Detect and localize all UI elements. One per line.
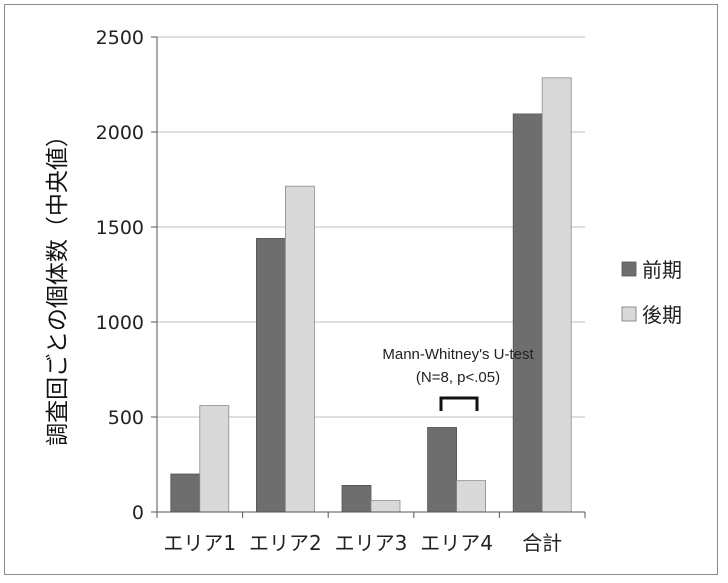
- chart-frame: [4, 4, 718, 575]
- legend-swatch-series-2: [621, 306, 637, 322]
- x-tick-label: エリア4: [420, 531, 493, 555]
- x-tick-label: エリア3: [335, 531, 408, 555]
- legend-swatch-series-1: [621, 261, 637, 277]
- x-tick-label: 合計: [522, 531, 562, 555]
- bar-2-2: [284, 185, 315, 513]
- bar-1-4: [427, 427, 458, 513]
- x-tick-label: エリア1: [163, 531, 236, 555]
- y-tick-label: 500: [108, 407, 144, 429]
- bar-1-3: [341, 484, 372, 513]
- legend: 前期 後期: [621, 258, 682, 327]
- bar-2-5: [541, 77, 572, 513]
- significance-annotation: Mann-Whitney's U-test (N=8, p<.05): [382, 346, 534, 411]
- y-tick-label: 2000: [96, 122, 144, 144]
- bar-2-3: [370, 500, 401, 513]
- y-axis-label: 調査回ごとの個体数（中央値）: [45, 124, 71, 446]
- y-axis: 0 500 1000 1500 2000 2500: [96, 27, 158, 524]
- annotation-stats: (N=8, p<.05): [416, 369, 500, 386]
- x-tick-label: エリア2: [249, 531, 322, 555]
- y-tick-label: 0: [132, 502, 144, 524]
- x-axis: エリア1 エリア2 エリア3 エリア4 合計: [156, 511, 586, 555]
- y-tick-label: 1500: [96, 217, 144, 239]
- bar-1-1: [170, 473, 201, 513]
- y-tick-label: 1000: [96, 312, 144, 334]
- bar-2-1: [199, 405, 230, 513]
- annotation-test-name: Mann-Whitney's U-test: [382, 346, 534, 363]
- legend-label-series-1: 前期: [642, 258, 682, 282]
- significance-bracket: [439, 396, 479, 411]
- legend-label-series-2: 後期: [642, 303, 682, 327]
- bar-2-4: [456, 480, 487, 513]
- bars: [170, 77, 572, 513]
- y-tick-label: 2500: [96, 27, 144, 49]
- bar-1-5: [512, 113, 543, 513]
- bar-1-2: [255, 237, 286, 513]
